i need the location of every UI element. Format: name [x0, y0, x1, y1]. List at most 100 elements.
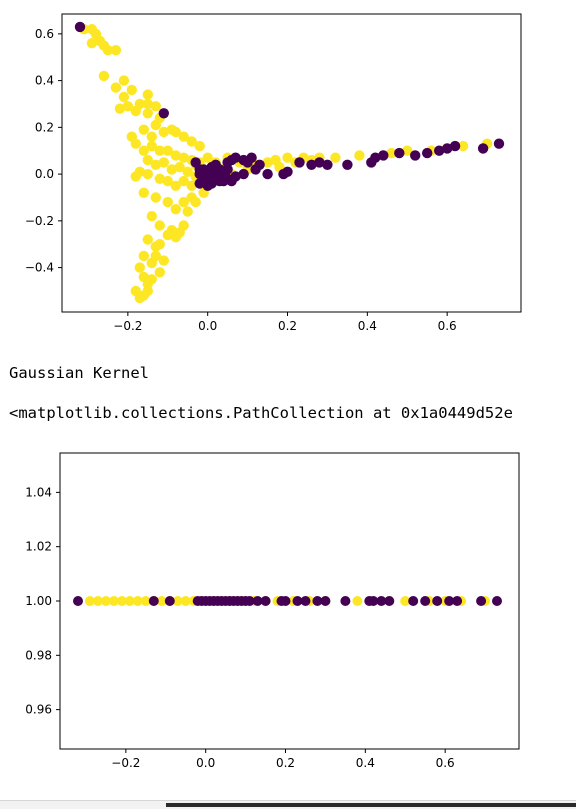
- scatter-point-purple: [420, 596, 431, 606]
- scatter-point-yellow: [140, 596, 151, 606]
- scatter-point-yellow: [282, 152, 293, 163]
- scatter-point-yellow: [142, 108, 153, 119]
- scatter-point-yellow: [142, 89, 153, 100]
- x-tick-label: 0.6: [436, 756, 455, 770]
- scatter-point-yellow: [142, 234, 153, 245]
- scatter-point-yellow: [158, 126, 169, 138]
- x-tick-label: 0.0: [198, 319, 217, 333]
- scatter-point-yellow: [138, 187, 149, 198]
- scatter-point-purple: [218, 175, 229, 187]
- scatter-point-purple: [342, 159, 353, 170]
- y-tick-label: 1.02: [25, 540, 52, 554]
- scatter-point-purple: [164, 596, 175, 606]
- scatter-point-yellow: [146, 140, 157, 152]
- scatter-point-purple: [306, 159, 317, 170]
- output-text-gaussian-kernel: Gaussian Kernel: [9, 364, 149, 382]
- scatter-point-purple: [73, 596, 83, 606]
- scatter-point-yellow: [146, 131, 157, 142]
- scatter-point-yellow: [354, 150, 365, 161]
- scatter-point-yellow: [182, 166, 193, 177]
- x-tick-label: −0.2: [113, 319, 142, 333]
- scatter-point-yellow: [170, 204, 181, 215]
- scatter-point-yellow: [162, 229, 173, 241]
- scatter-point-yellow: [202, 152, 213, 163]
- y-tick-label: 1.04: [25, 485, 52, 499]
- scatter-point-purple: [194, 164, 205, 175]
- x-tick-label: 0.2: [278, 319, 297, 333]
- scatter-point-purple: [340, 596, 351, 606]
- scatter-point-yellow: [154, 267, 165, 278]
- scatter-point-yellow: [142, 285, 153, 297]
- scatter-point-yellow: [150, 159, 161, 170]
- scatter-point-purple: [230, 171, 241, 182]
- scatter-point-yellow: [108, 596, 119, 606]
- scatter-point-purple: [238, 168, 249, 180]
- scatter-point-yellow: [330, 152, 341, 163]
- scatter-point-yellow: [86, 38, 98, 49]
- scatter-point-yellow: [142, 168, 153, 180]
- scatter-point-purple: [320, 596, 331, 606]
- y-tick-label: 0.2: [35, 120, 54, 134]
- scatter-point-purple: [312, 596, 323, 606]
- scatter-point-yellow: [186, 136, 197, 147]
- axes-frame: [61, 13, 522, 313]
- scatter-point-yellow: [150, 119, 161, 131]
- scatter-point-purple: [378, 150, 389, 161]
- scatter-point-yellow: [138, 124, 149, 135]
- scatter-point-purple: [244, 596, 255, 606]
- scatter-point-yellow: [172, 596, 183, 606]
- scatter-point-purple: [376, 596, 387, 606]
- scatter-point-yellow: [138, 145, 149, 156]
- scatter-point-yellow: [154, 220, 165, 231]
- scatter-point-yellow: [402, 145, 413, 156]
- scatter-point-yellow: [352, 596, 363, 606]
- x-tick-label: 0.6: [438, 319, 457, 333]
- scatter-point-purple: [432, 596, 443, 606]
- scatter-point-yellow: [386, 147, 397, 159]
- scatter-point-yellow: [114, 103, 126, 114]
- scatter-point-purple: [368, 596, 379, 606]
- scatter-point-purple: [476, 596, 487, 606]
- scatter-point-purple: [222, 164, 233, 175]
- scatter-point-purple: [322, 159, 333, 170]
- scatter-point-purple: [394, 147, 405, 159]
- scatter-point-yellow: [174, 161, 185, 173]
- scatter-point-yellow: [170, 180, 181, 191]
- scatter-point-purple: [449, 140, 461, 152]
- scatter-point-yellow: [162, 145, 173, 156]
- scatter-point-yellow: [178, 220, 189, 231]
- scatter-point-yellow: [150, 192, 161, 203]
- scatter-point-purple: [250, 164, 261, 175]
- scatter-point-yellow: [162, 175, 173, 187]
- scatter-point-yellow: [122, 101, 134, 112]
- scatter-point-yellow: [180, 596, 191, 606]
- scatter-points: [73, 596, 502, 606]
- scatter-point-purple: [493, 138, 505, 149]
- scatter-point-yellow: [134, 292, 145, 304]
- scatter-point-yellow: [150, 101, 161, 112]
- scatter-point-yellow: [156, 596, 167, 606]
- scrollbar-thumb[interactable]: [166, 803, 576, 807]
- scatter-point-purple: [242, 157, 253, 168]
- scatter-point-purple: [148, 596, 159, 606]
- scatter-point-yellow: [130, 105, 141, 117]
- scatter-point-yellow: [146, 274, 157, 285]
- scatter-point-yellow: [154, 173, 165, 184]
- scatter-point-yellow: [138, 250, 149, 262]
- scatter-point-yellow: [118, 91, 130, 103]
- scatter-point-purple: [408, 596, 419, 606]
- horizontal-scrollbar[interactable]: [0, 800, 576, 809]
- scatter-point-purple: [292, 596, 303, 606]
- scatter-point-yellow: [457, 140, 469, 152]
- scatter-point-yellow: [146, 211, 157, 222]
- scatter-point-yellow: [154, 239, 165, 250]
- scatter-point-purple: [442, 143, 453, 154]
- y-tick-label: 0.96: [25, 703, 52, 717]
- scatter-point-yellow: [110, 82, 122, 93]
- scatter-point-yellow: [130, 171, 141, 182]
- scatter-point-yellow: [84, 596, 95, 606]
- scatter-point-yellow: [262, 157, 273, 168]
- scatter-point-purple: [280, 596, 291, 606]
- scatter-point-purple: [226, 154, 237, 166]
- scatter-point-yellow: [126, 84, 137, 96]
